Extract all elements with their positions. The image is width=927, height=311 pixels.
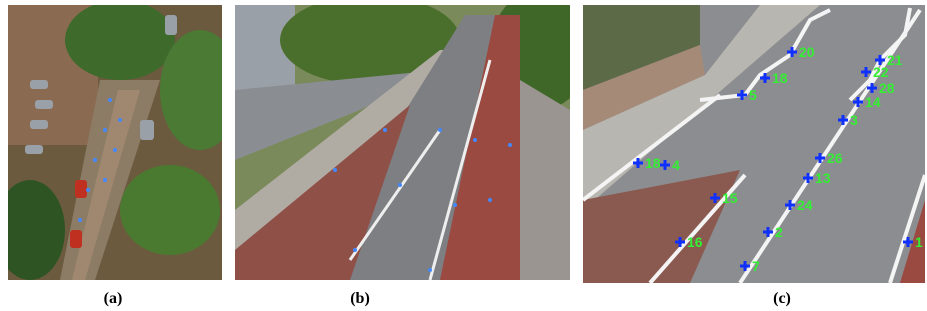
caption-c: (c): [773, 290, 791, 307]
track-label: 18: [645, 155, 661, 171]
track-label: 18: [772, 70, 788, 86]
track-label: 20: [799, 44, 815, 60]
photo-b: [235, 0, 590, 280]
track-label: 26: [827, 150, 843, 166]
track-label: 5: [749, 87, 757, 103]
track-label: 22: [873, 64, 889, 80]
track-label: 1: [915, 234, 923, 250]
figure: 20 21 18 2228 5 14 3 26 18 4 13 15 24 2 16 1 7 (a) (b) (…: [0, 0, 927, 311]
track-label: 21: [887, 52, 903, 68]
caption-a: (a): [104, 290, 123, 307]
photo-a: [0, 0, 240, 280]
track-label: 15: [722, 190, 738, 206]
caption-b: (b): [350, 290, 370, 307]
track-label: 16: [687, 234, 703, 250]
track-label: 3: [850, 112, 858, 128]
track-label: 13: [815, 170, 831, 186]
track-label: 7: [752, 258, 760, 274]
track-label: 24: [797, 197, 813, 213]
track-label: 2: [775, 224, 783, 240]
track-label: 28: [879, 80, 895, 96]
track-label: 4: [672, 157, 680, 173]
track-label: 14: [865, 94, 881, 110]
